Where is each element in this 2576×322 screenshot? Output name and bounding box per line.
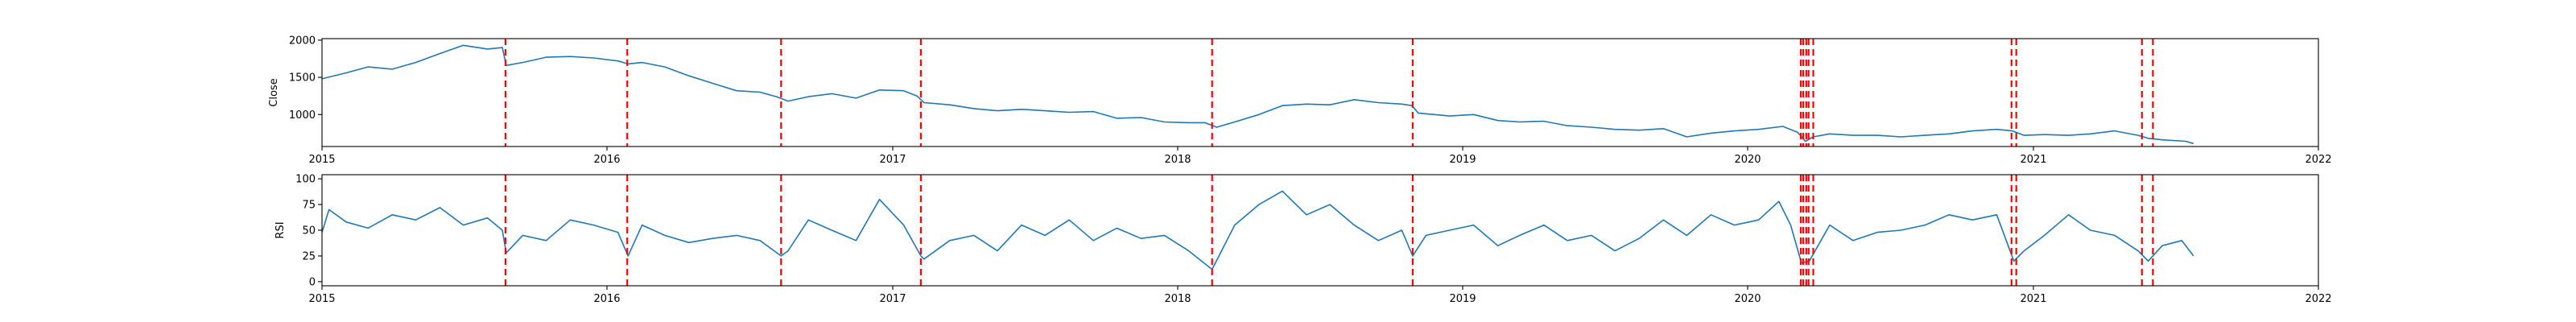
x-tick-label-3: 2018 — [1164, 293, 1191, 305]
y-tick-label-3: 75 — [302, 200, 316, 212]
x-tick-label-6: 2021 — [2020, 293, 2046, 305]
y-axis-label: RSI — [275, 221, 287, 238]
x-tick-label-4: 2019 — [1449, 154, 1476, 166]
x-tick-label-7: 2022 — [2305, 154, 2331, 166]
close-price-panel: 1000 1500 2000 2015 2016 2017 2018 2019 2020 2021… — [268, 35, 2332, 166]
x-tick-label-5: 2020 — [1734, 293, 1761, 305]
series-line-0 — [321, 190, 2194, 270]
y-tick-label-0: 0 — [309, 276, 316, 288]
x-tick-label-4: 2019 — [1449, 293, 1476, 305]
x-tick-label-7: 2022 — [2305, 293, 2331, 305]
x-tick-label-5: 2020 — [1734, 154, 1761, 166]
y-tick-label-0: 1000 — [289, 109, 316, 122]
x-tick-label-2: 2017 — [879, 154, 906, 166]
rsi-panel: 0 25 50 75 100 2015 2016 2017 2018 2019 2020 2021 20… — [275, 174, 2332, 305]
x-tick-label-1: 2016 — [593, 154, 620, 166]
y-tick-label-2: 2000 — [289, 35, 316, 47]
x-tick-label-0: 2015 — [308, 293, 335, 305]
y-tick-label-4: 100 — [295, 174, 316, 186]
x-tick-label-1: 2016 — [593, 293, 620, 305]
x-tick-label-2: 2017 — [879, 293, 906, 305]
x-tick-label-3: 2018 — [1164, 154, 1191, 166]
axes-frame — [321, 38, 2319, 147]
x-tick-label-6: 2021 — [2020, 154, 2046, 166]
y-tick-label-2: 50 — [302, 225, 316, 237]
y-axis-label: Close — [268, 78, 280, 106]
y-tick-label-1: 25 — [302, 250, 316, 262]
y-tick-label-1: 1500 — [289, 72, 316, 85]
x-tick-label-0: 2015 — [308, 154, 335, 166]
